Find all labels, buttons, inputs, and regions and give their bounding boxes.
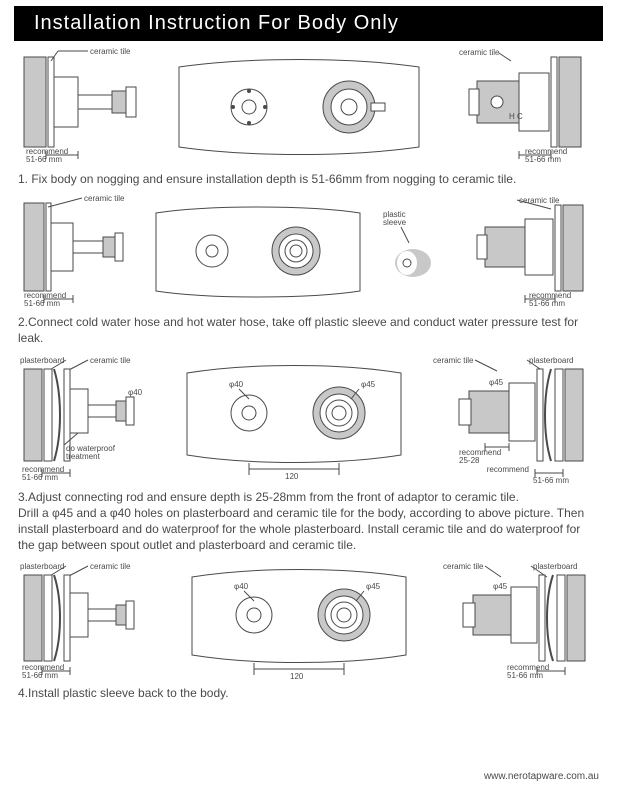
svg-text:ceramic tile: ceramic tile: [84, 195, 125, 203]
page-title: Installation Instruction For Body Only: [34, 12, 399, 34]
svg-text:51-66 mm: 51-66 mm: [529, 299, 565, 308]
page-title-bar: Installation Instruction For Body Only: [14, 6, 603, 41]
svg-text:ceramic tile: ceramic tile: [459, 48, 500, 57]
step4-right-view: ceramic tile plasterboard φ45 recommend …: [439, 561, 599, 681]
step3-right-view: ceramic tile plasterboard recommend 25-2…: [429, 355, 599, 485]
step-3-diagrams: plasterboard ceramic tile do waterproof …: [18, 355, 599, 485]
step3-left-view: plasterboard ceramic tile do waterproof …: [18, 355, 158, 485]
svg-text:φ40: φ40: [234, 582, 249, 591]
svg-text:ceramic tile: ceramic tile: [90, 47, 131, 56]
step-3: plasterboard ceramic tile do waterproof …: [18, 355, 599, 554]
step-2: ceramic tile recommend 51-66 mm plastic …: [18, 195, 599, 346]
step1-front-view: [169, 47, 429, 167]
svg-text:φ40: φ40: [229, 380, 244, 389]
step2-caption: 2.Connect cold water hose and hot water …: [18, 314, 599, 346]
svg-text:25-28: 25-28: [459, 456, 480, 465]
step-4-diagrams: plasterboard ceramic tile recommend 51-6…: [18, 561, 599, 681]
svg-text:51-66 mm: 51-66 mm: [525, 155, 561, 164]
svg-text:ceramic tile: ceramic tile: [90, 562, 131, 571]
svg-text:51-66 mm: 51-66 mm: [24, 299, 60, 308]
step4-caption: 4.Install plastic sleeve back to the bod…: [18, 685, 599, 701]
svg-text:plasterboard: plasterboard: [533, 562, 577, 571]
svg-text:ceramic tile: ceramic tile: [443, 562, 484, 571]
svg-text:51-66 mm: 51-66 mm: [22, 671, 58, 680]
step-4: plasterboard ceramic tile recommend 51-6…: [18, 561, 599, 701]
svg-text:51-66 mm: 51-66 mm: [22, 473, 58, 482]
svg-text:φ45: φ45: [361, 380, 376, 389]
svg-text:120: 120: [290, 672, 304, 681]
step1-right-view: ceramic tile H C recommend 51-66 mm: [449, 47, 599, 167]
svg-text:51-66 mm: 51-66 mm: [507, 671, 543, 680]
step4-left-view: plasterboard ceramic tile recommend 51-6…: [18, 561, 158, 681]
step3-front-view: φ40 φ45 120: [179, 355, 409, 485]
svg-text:51-66 mm: 51-66 mm: [533, 476, 569, 485]
svg-text:treatment: treatment: [66, 452, 101, 461]
svg-text:φ40: φ40: [128, 388, 143, 397]
step1-left-view: recommend 51-66 mm ceramic tile: [18, 47, 148, 167]
svg-text:ceramic tile: ceramic tile: [519, 196, 560, 205]
step2-sleeve: plastic sleeve: [379, 195, 449, 310]
step2-left-view: ceramic tile recommend 51-66 mm: [18, 195, 138, 310]
step4-front-view: φ40 φ45 120: [184, 561, 414, 681]
step3-caption: 3.Adjust connecting rod and ensure depth…: [18, 489, 599, 554]
svg-text:ceramic tile: ceramic tile: [90, 356, 131, 365]
step-1-diagrams: recommend 51-66 mm ceramic tile ceramic …: [18, 47, 599, 167]
svg-text:plasterboard: plasterboard: [529, 356, 573, 365]
step2-front-view: [148, 195, 368, 310]
svg-text:φ45: φ45: [493, 582, 508, 591]
svg-text:recommend: recommend: [487, 465, 529, 474]
svg-text:plasterboard: plasterboard: [20, 356, 64, 365]
svg-text:φ45: φ45: [366, 582, 381, 591]
step-2-diagrams: ceramic tile recommend 51-66 mm plastic …: [18, 195, 599, 310]
step2-right-view: ceramic tile recommend 51-66 mm: [459, 195, 599, 310]
svg-text:φ45: φ45: [489, 378, 504, 387]
svg-text:sleeve: sleeve: [383, 218, 407, 227]
footer-url: www.nerotapware.com.au: [484, 771, 599, 782]
svg-text:ceramic tile: ceramic tile: [433, 356, 474, 365]
step1-caption: 1. Fix body on nogging and ensure instal…: [18, 171, 599, 187]
step-1: recommend 51-66 mm ceramic tile ceramic …: [18, 47, 599, 187]
svg-text:plasterboard: plasterboard: [20, 562, 64, 571]
svg-text:H C: H C: [509, 112, 523, 121]
svg-text:51-66 mm: 51-66 mm: [26, 155, 62, 164]
svg-text:120: 120: [285, 472, 299, 481]
